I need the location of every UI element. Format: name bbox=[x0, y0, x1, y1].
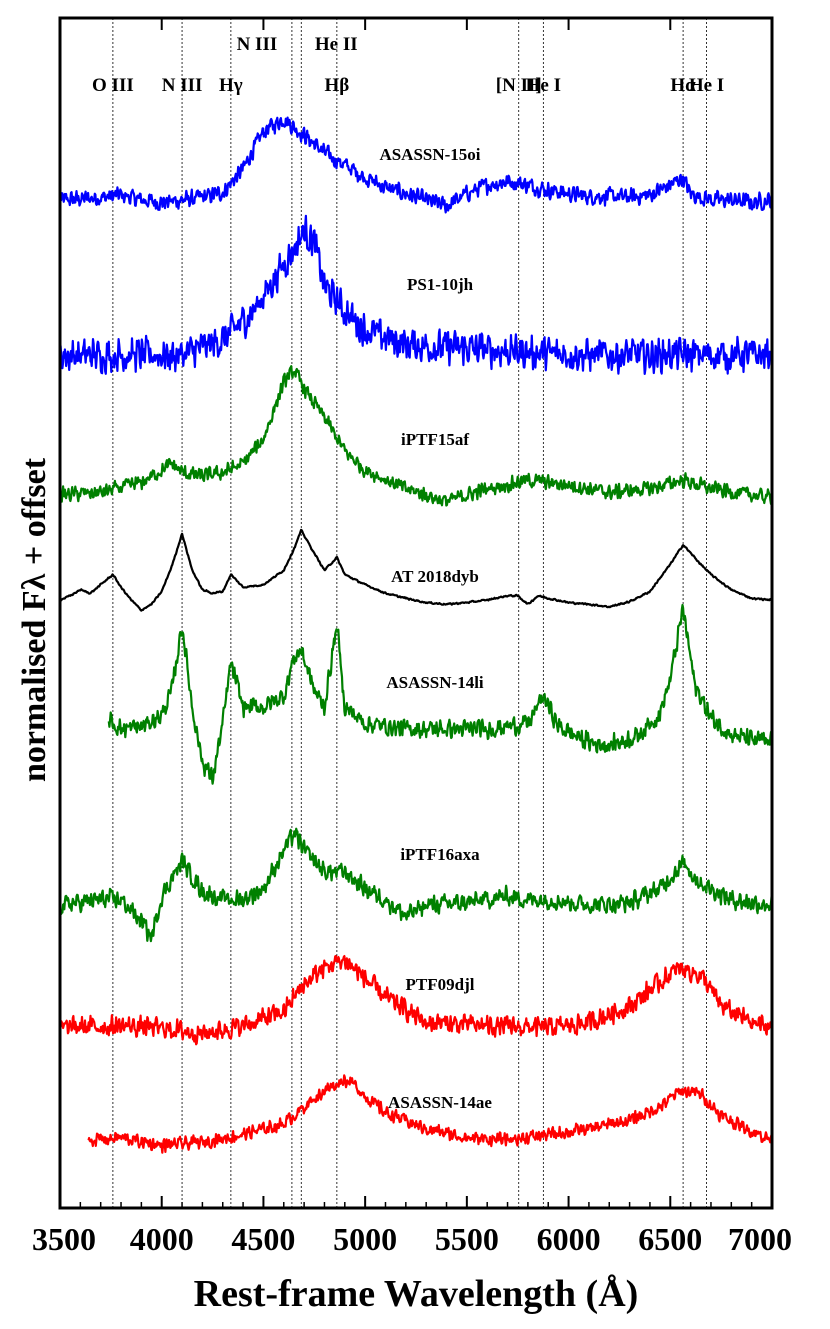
series-label-1: PS1-10jh bbox=[407, 275, 474, 294]
spectrum-asassn-14ae bbox=[87, 1074, 774, 1154]
spectrum-asassn-15oi bbox=[58, 116, 773, 214]
line-marker-label-8: Hα bbox=[670, 75, 696, 96]
line-marker-label-0: O III bbox=[92, 75, 134, 96]
series-label-4: ASASSN-14li bbox=[386, 673, 484, 692]
x-tick-label-1: 4000 bbox=[130, 1221, 194, 1257]
spectrum-iptf15af bbox=[58, 365, 773, 507]
line-marker-label-3: N III bbox=[237, 34, 278, 55]
line-marker-label-2: Hγ bbox=[219, 75, 243, 96]
spectrum-iptf16axa bbox=[58, 827, 773, 943]
spectrum-asassn-14li bbox=[107, 603, 773, 785]
x-tick-label-2: 4500 bbox=[231, 1221, 295, 1257]
spectrum-ptf09djl bbox=[58, 954, 773, 1046]
spectra-series bbox=[58, 116, 774, 1154]
x-tick-label-5: 6000 bbox=[537, 1221, 601, 1257]
line-marker-label-6: [N II] bbox=[496, 75, 542, 96]
series-label-6: PTF09djl bbox=[406, 975, 475, 994]
spectrum-ps1-10jh bbox=[58, 214, 773, 375]
x-tick-label-6: 6500 bbox=[638, 1221, 702, 1257]
series-label-2: iPTF15af bbox=[401, 430, 469, 449]
line-marker-label-1: N III bbox=[162, 75, 203, 96]
series-label-5: iPTF16axa bbox=[400, 845, 480, 864]
series-label-0: ASASSN-15oi bbox=[379, 145, 480, 164]
x-tick-label-7: 7000 bbox=[728, 1221, 792, 1257]
line-marker-label-5: Hβ bbox=[324, 75, 349, 96]
series-labels: ASASSN-15oi PS1-10jh iPTF15af AT 2018dyb ASA… bbox=[379, 145, 492, 1112]
plot-frame bbox=[58, 16, 774, 1210]
x-tick-label-0: 3500 bbox=[32, 1221, 96, 1257]
y-axis-label: normalised Fλ + offset bbox=[16, 457, 53, 782]
spectrum-at-2018dyb bbox=[59, 528, 773, 612]
series-label-7: ASASSN-14ae bbox=[388, 1093, 492, 1112]
line-marker-label-7: He I bbox=[526, 75, 561, 96]
x-tick-label-4: 5500 bbox=[435, 1221, 499, 1257]
line-marker-label-4: He II bbox=[315, 34, 358, 55]
x-axis-ticks: 3500 4000 4500 5000 5500 6000 6500 7000 bbox=[32, 18, 792, 1257]
x-tick-label-3: 5000 bbox=[333, 1221, 397, 1257]
line-marker-label-9: He I bbox=[689, 75, 724, 96]
series-label-3: AT 2018dyb bbox=[391, 567, 479, 586]
x-axis-label: Rest-frame Wavelength (Å) bbox=[194, 1273, 639, 1315]
